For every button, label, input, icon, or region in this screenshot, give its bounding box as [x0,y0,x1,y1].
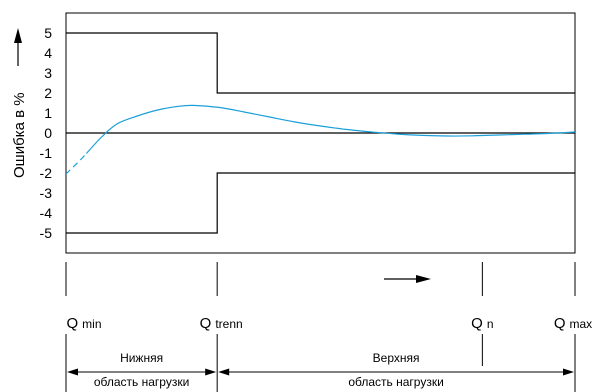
zone-arrow-right-head [563,368,574,376]
y-tick-label: -2 [40,165,53,181]
y-tick-label: -5 [40,225,53,241]
zone-arrow-left-head [67,368,78,376]
error-curve-dashed [65,153,87,175]
zone-label-top: Верхняя [373,351,420,365]
chart-series [65,32,576,234]
y-axis-title: Ошибка в % [11,28,28,178]
y-axis-arrow-head [14,28,22,43]
y-tick-label: 4 [44,45,52,61]
y-tick-label: -3 [40,185,53,201]
y-axis-label: Ошибка в % [11,92,28,178]
zone-label-bottom: область нагрузки [348,375,443,389]
y-tick-label: 0 [44,125,52,141]
zone-arrow-right-head [205,368,217,376]
load-zones: Нижняя область нагрузки Верхняя область наг… [67,351,574,389]
error-curve [85,104,576,154]
y-tick-label: 5 [44,25,52,41]
lower-limit-line [66,172,575,234]
zone-label-bottom: область нагрузки [94,375,189,389]
y-tick-label: -4 [40,205,53,221]
flow-arrow-head [416,275,431,283]
y-tick-label: -1 [40,145,53,161]
y-tick-label: 2 [44,85,52,101]
y-tick-label: 1 [44,105,52,121]
y-tick-label: 3 [44,65,52,81]
flow-arrow [384,275,431,283]
upper-limit-line [66,32,575,94]
zone-label-top: Нижняя [120,351,163,365]
y-tick-labels: 5 4 3 2 1 0 -1 -2 -3 -4 -5 [40,25,53,241]
zone-arrow-left-head [218,368,230,376]
